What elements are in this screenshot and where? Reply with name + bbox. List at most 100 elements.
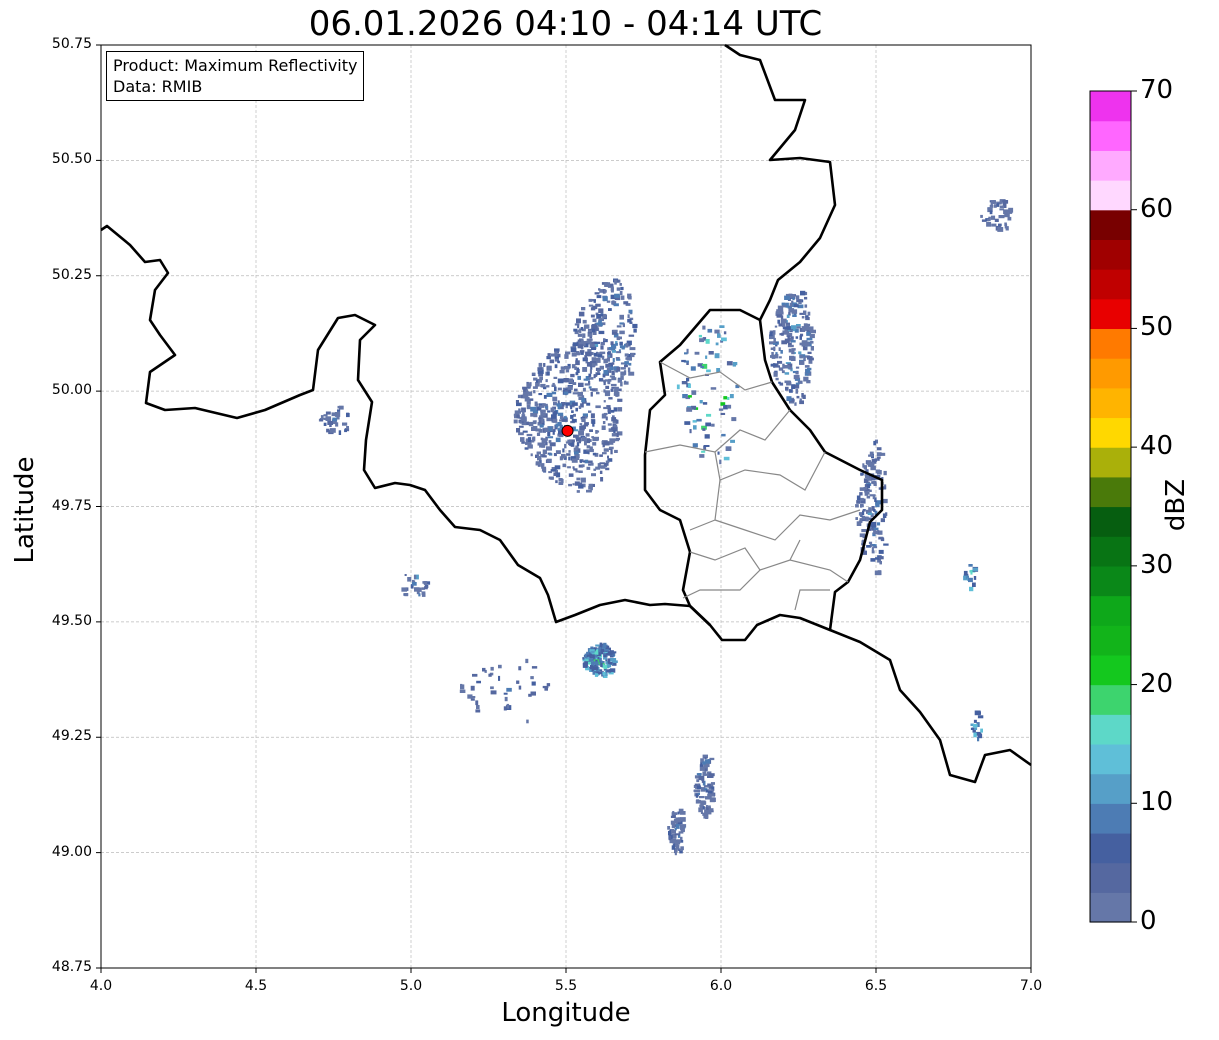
echo-pixel (542, 420, 545, 426)
echo-pixel (563, 416, 567, 419)
echo-pixel (673, 842, 676, 847)
echo-pixel (803, 323, 808, 328)
echo-pixel (522, 414, 526, 418)
echo-pixel (882, 498, 888, 504)
echo-pixel (702, 806, 705, 810)
echo-pixel (588, 460, 593, 464)
echo-pixel (584, 661, 589, 665)
echo-pixel (566, 453, 571, 456)
echo-pixel (608, 308, 612, 311)
echo-pixel (791, 309, 798, 314)
echo-pixel (705, 355, 708, 359)
echo-pixel (603, 665, 608, 670)
colorbar-bin (1090, 150, 1131, 181)
echo-pixel (808, 359, 813, 364)
echo-pixel (870, 513, 874, 517)
echo-pixel (584, 324, 590, 329)
echo-pixel (628, 334, 635, 337)
echo-pixel (703, 445, 710, 447)
echo-pixel (414, 574, 419, 580)
echo-pixel (874, 497, 877, 502)
echo-pixel (669, 839, 674, 844)
echo-pixel (711, 423, 715, 427)
echo-pixel (561, 402, 566, 405)
echo-pixel (807, 351, 812, 354)
echo-pixel (590, 462, 594, 466)
echo-pixel (604, 464, 608, 468)
echo-pixel (794, 402, 797, 406)
echo-pixel (686, 348, 689, 354)
echo-pixel (989, 210, 993, 215)
echo-pixel (603, 462, 609, 466)
echo-pixel (346, 412, 350, 418)
echo-pixel (702, 325, 706, 330)
echo-pixel (535, 454, 539, 458)
echo-pixel (809, 334, 815, 339)
echo-pixel (973, 719, 977, 723)
echo-pixel (331, 419, 337, 425)
echo-pixel (553, 401, 557, 406)
echo-pixel (876, 452, 882, 456)
echo-pixel (576, 490, 580, 493)
echo-pixel (570, 405, 573, 410)
echo-pixel (588, 410, 592, 413)
echo-pixel (611, 661, 617, 666)
echo-pixel (674, 845, 678, 848)
echo-pixel (629, 321, 633, 324)
echo-pixel (590, 650, 595, 654)
echo-pixel (594, 343, 599, 347)
echo-pixel (546, 356, 551, 360)
echo-pixel (586, 651, 590, 655)
echo-pixel (600, 477, 604, 482)
echo-pixel (325, 416, 332, 421)
echo-pixel (578, 311, 585, 317)
echo-pixel (810, 346, 814, 351)
echo-pixel (721, 433, 726, 437)
colorbar-bin (1090, 803, 1131, 834)
echo-pixel (700, 787, 706, 792)
echo-pixel (885, 512, 888, 516)
echo-pixel (572, 342, 579, 347)
echo-pixel (806, 329, 812, 333)
echo-pixel (576, 318, 581, 324)
echo-pixel (597, 655, 600, 661)
echo-pixel (562, 387, 567, 390)
echo-pixel (786, 314, 790, 318)
echo-pixel (775, 353, 779, 359)
echo-pixel (554, 356, 559, 359)
echo-pixel (685, 395, 690, 400)
echo-pixel (552, 410, 558, 415)
echo-pixel (600, 648, 605, 653)
echo-pixel (586, 438, 591, 444)
echo-pixel (804, 365, 810, 368)
echo-pixel (980, 214, 983, 218)
echo-pixel (586, 658, 590, 664)
echo-pixel (329, 423, 332, 427)
echo-pixel (877, 522, 881, 526)
echo-pixel (610, 383, 617, 387)
echo-pixel (598, 647, 602, 653)
echo-pixel (877, 457, 880, 461)
echo-pixel (690, 366, 696, 371)
echo-pixel (603, 406, 609, 410)
echo-pixel (528, 391, 533, 396)
echo-pixel (593, 468, 596, 471)
echo-pixel (546, 458, 552, 463)
x-tick-label: 5.5 (554, 978, 578, 994)
echo-pixel (603, 642, 607, 648)
echo-pixel (564, 354, 569, 359)
echo-pixel (972, 567, 978, 572)
echo-pixel (558, 405, 564, 410)
echo-pixel (578, 439, 581, 444)
echo-pixel (805, 317, 810, 321)
echo-pixel (604, 670, 608, 675)
info-data: Data: RMIB (113, 77, 203, 96)
echo-pixel (669, 830, 672, 833)
echo-pixel (618, 349, 621, 353)
echo-pixel (546, 392, 553, 397)
echo-pixel (723, 456, 730, 461)
echo-pixel (535, 380, 539, 383)
echo-pixel (800, 333, 804, 337)
echo-pixel (781, 332, 784, 336)
colorbar-bin (1090, 447, 1131, 478)
